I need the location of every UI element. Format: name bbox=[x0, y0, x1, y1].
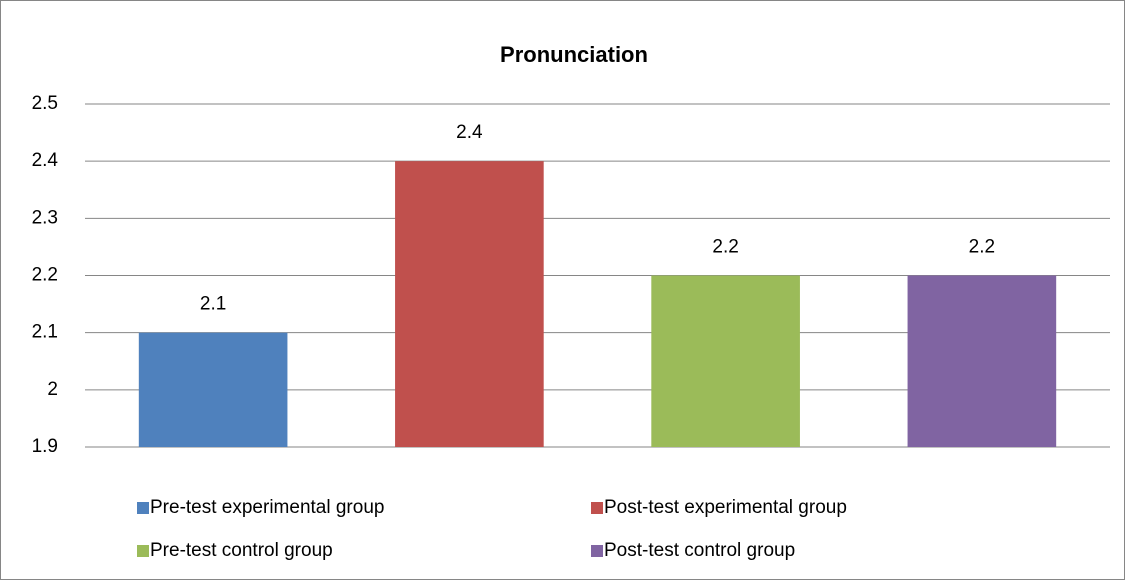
legend-label: Post-test control group bbox=[604, 540, 795, 561]
legend-swatch bbox=[137, 502, 149, 514]
bar bbox=[907, 275, 1057, 447]
y-tick-label: 2.5 bbox=[32, 93, 58, 114]
legend-label: Pre-test experimental group bbox=[150, 497, 384, 518]
y-tick-label: 2.3 bbox=[32, 207, 58, 228]
y-tick-label: 2.2 bbox=[32, 265, 58, 286]
y-tick-label: 2.4 bbox=[32, 150, 59, 171]
bar bbox=[651, 275, 800, 447]
legend-label: Pre-test control group bbox=[150, 540, 333, 561]
y-tick-label: 1.9 bbox=[32, 436, 58, 457]
legend-swatch bbox=[137, 545, 149, 557]
data-label: 2.2 bbox=[712, 237, 738, 258]
data-label: 2.1 bbox=[200, 294, 226, 315]
legend-swatch bbox=[591, 502, 603, 514]
y-tick-label: 2 bbox=[47, 379, 58, 400]
legend-swatch bbox=[591, 545, 603, 557]
data-label: 2.2 bbox=[969, 237, 995, 258]
bar bbox=[138, 332, 288, 447]
data-label: 2.4 bbox=[456, 122, 483, 143]
y-tick-label: 2.1 bbox=[32, 322, 58, 343]
legend-label: Post-test experimental group bbox=[604, 497, 847, 518]
chart-title: Pronunciation bbox=[500, 42, 648, 67]
bar bbox=[395, 161, 544, 447]
